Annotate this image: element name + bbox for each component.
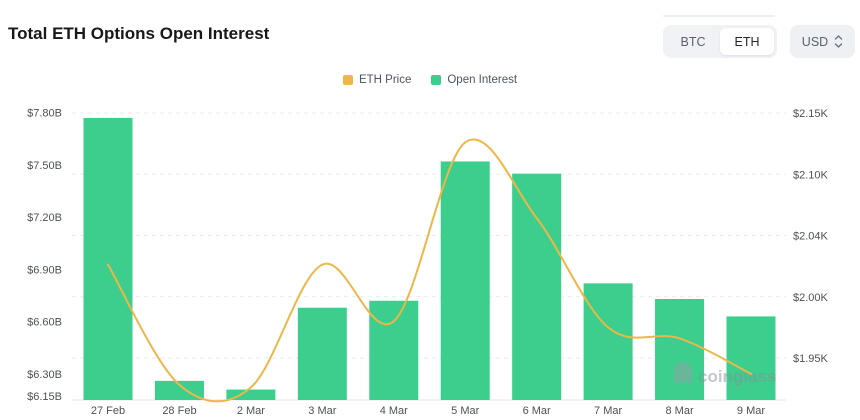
open-interest-bar[interactable] <box>655 299 705 400</box>
left-axis-label: $7.20B <box>27 212 62 224</box>
legend-label: Open Interest <box>447 74 518 86</box>
btc-toggle-button[interactable]: BTC <box>680 34 706 49</box>
right-axis-label: $2.10K <box>793 169 829 181</box>
watermark-text: coinglass <box>698 367 776 386</box>
currency-select-value: USD <box>801 34 829 49</box>
eth-toggle-button[interactable]: ETH <box>720 28 774 55</box>
open-interest-bar[interactable] <box>83 117 133 400</box>
open-interest-swatch-icon <box>431 75 442 85</box>
right-axis-label: $2.15K <box>793 108 829 120</box>
updown-chevron-icon <box>834 34 843 49</box>
open-interest-bar[interactable] <box>440 161 490 400</box>
legend-item-open-interest[interactable]: Open Interest <box>431 74 517 86</box>
x-axis-label: 3 Mar <box>308 405 336 417</box>
eth-price-line[interactable] <box>107 138 752 403</box>
coinglass-watermark: coinglass <box>674 362 776 386</box>
coinglass-logo-icon <box>674 362 692 383</box>
x-axis-label: 2 Mar <box>237 405 265 417</box>
currency-select[interactable]: USD <box>790 25 855 58</box>
left-axis-label: $7.50B <box>27 160 62 172</box>
eth-price-swatch-icon <box>342 75 353 85</box>
left-axis-label: $6.15B <box>27 391 62 403</box>
page-title: Total ETH Options Open Interest <box>8 24 270 43</box>
open-interest-bar[interactable] <box>369 300 419 400</box>
right-axis-label: $2.00K <box>793 292 829 304</box>
x-axis-label: 9 Mar <box>737 405 765 417</box>
open-interest-bar[interactable] <box>154 380 204 400</box>
chart-legend: ETH Price Open Interest <box>0 74 860 86</box>
x-axis-label: 8 Mar <box>665 405 693 417</box>
open-interest-bar[interactable] <box>226 389 276 400</box>
open-interest-bar[interactable] <box>512 173 562 400</box>
right-axis-label: $1.95K <box>793 353 829 365</box>
left-axis-label: $6.30B <box>27 369 62 381</box>
right-axis-label: $2.04K <box>793 231 829 243</box>
left-axis-label: $6.90B <box>27 264 62 276</box>
x-axis-label: 4 Mar <box>380 405 408 417</box>
legend-label: ETH Price <box>358 74 412 86</box>
legend-item-eth-price[interactable]: ETH Price <box>342 74 412 86</box>
x-axis-label: 6 Mar <box>523 405 551 417</box>
open-interest-bar[interactable] <box>726 316 776 400</box>
open-interest-bar[interactable] <box>297 307 347 400</box>
left-axis-label: $7.80B <box>27 108 62 120</box>
cropped-element-edge <box>663 15 775 17</box>
x-axis-label: 28 Feb <box>162 405 196 417</box>
x-axis-label: 27 Feb <box>91 405 125 417</box>
x-axis-label: 7 Mar <box>594 405 622 417</box>
left-axis-label: $6.60B <box>27 317 62 329</box>
x-axis-label: 5 Mar <box>451 405 479 417</box>
open-interest-bar[interactable] <box>583 283 633 400</box>
coin-toggle: BTC ETH <box>663 25 777 58</box>
